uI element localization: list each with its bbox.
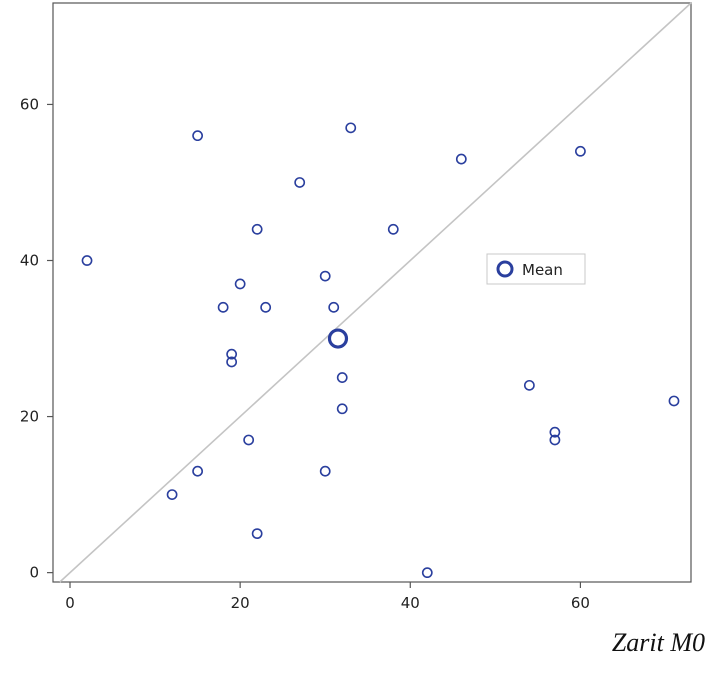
y-tick-label: 40: [20, 252, 39, 270]
data-point: [319, 465, 331, 477]
data-point: [336, 372, 348, 383]
x-tick-label: 40: [401, 594, 420, 612]
legend-mean-marker: [496, 260, 514, 278]
data-point: [294, 177, 306, 188]
data-point: [166, 489, 178, 501]
x-tick-label: 20: [231, 594, 250, 612]
data-point: [234, 278, 246, 290]
x-tick-label: 0: [65, 594, 75, 612]
data-point: [387, 223, 399, 235]
data-point: [226, 356, 238, 368]
data-point: [251, 528, 263, 540]
x-axis-label: Zarit M0: [611, 628, 705, 657]
data-point: [192, 130, 204, 142]
y-tick-label: 20: [20, 408, 39, 426]
data-point: [251, 223, 263, 235]
data-point: [345, 122, 357, 134]
data-point: [549, 426, 561, 438]
data-point: [668, 395, 680, 407]
data-point: [421, 567, 433, 579]
mean-point: [327, 328, 349, 349]
data-point: [226, 348, 238, 360]
data-point: [549, 434, 561, 446]
data-point: [243, 434, 255, 446]
y-tick-label: 60: [20, 95, 39, 113]
y-tick-label: 0: [29, 564, 39, 582]
data-point: [260, 301, 272, 313]
data-point: [523, 379, 535, 391]
data-point: [192, 465, 204, 477]
data-point: [455, 153, 467, 165]
identity-line: [59, 2, 692, 583]
legend: Mean: [486, 253, 586, 285]
data-point: [575, 145, 586, 157]
data-point: [336, 403, 348, 415]
scatter-chart: 0 20 40 60 0 20 40 60 Mean: [20, 2, 692, 612]
legend-mean-label: Mean: [522, 261, 563, 279]
data-point: [319, 270, 331, 282]
legend-box: [486, 253, 586, 285]
x-tick-label: 60: [571, 594, 590, 612]
data-point: [328, 301, 340, 313]
plot-frame: [52, 2, 692, 583]
data-point: [217, 301, 229, 313]
data-point: [81, 255, 93, 266]
